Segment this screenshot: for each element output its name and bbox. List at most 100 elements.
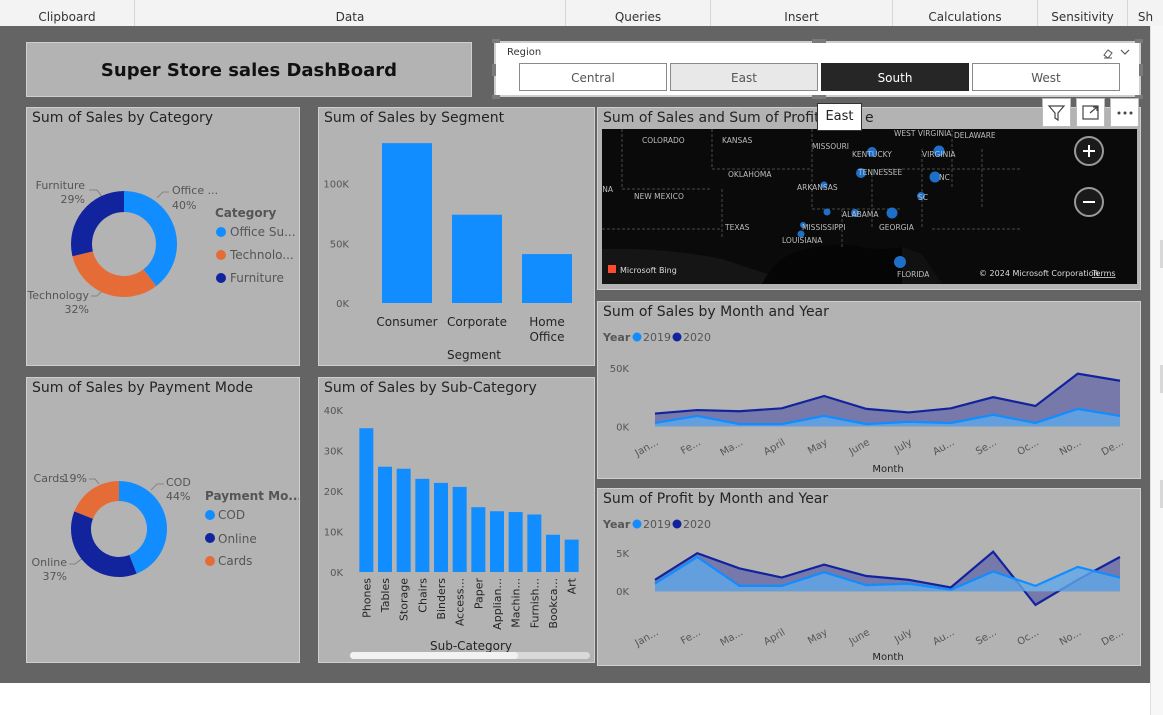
focus-mode-button[interactable] <box>1076 98 1105 127</box>
slicer-option-central[interactable]: Central <box>519 63 667 91</box>
map-terms-link[interactable]: Terms <box>1091 269 1116 278</box>
map-canvas[interactable]: Microsoft Bing © 2024 Microsoft Corporat… <box>602 129 1137 284</box>
map-bubble[interactable] <box>856 168 866 178</box>
legend-marker <box>205 533 215 543</box>
zoom-out-button[interactable] <box>1074 187 1104 217</box>
ribbon-group-calculations[interactable]: Calculations <box>893 0 1038 26</box>
bar[interactable] <box>522 254 572 303</box>
slice-pct-cod: 44% <box>166 490 190 503</box>
bar[interactable] <box>378 466 392 572</box>
ribbon-group-share[interactable]: Sh <box>1128 0 1163 26</box>
resize-handle[interactable] <box>812 39 826 43</box>
more-options-button[interactable] <box>1110 98 1139 127</box>
donut-slice[interactable] <box>119 481 168 574</box>
resize-handle[interactable] <box>1135 95 1143 99</box>
legend-title: Payment Mo... <box>205 489 299 503</box>
map-bubble[interactable] <box>823 208 831 216</box>
subcategory-chart-title: Sum of Sales by Sub-Category <box>324 380 537 396</box>
map-state-label: DELAWARE <box>954 131 996 140</box>
map-bubble[interactable] <box>929 171 941 183</box>
payment-donut-chart[interactable]: COD 44% Cards 19% Online 37% Payment Mo.… <box>27 378 299 662</box>
bar[interactable] <box>527 514 542 572</box>
bar[interactable] <box>490 511 504 572</box>
legend-entry: 2020 <box>683 331 711 344</box>
resize-handle[interactable] <box>492 95 500 99</box>
map-state-label: NC <box>939 173 950 182</box>
map-bubble[interactable] <box>933 145 945 157</box>
region-slicer[interactable]: Region Central East South West <box>494 41 1141 97</box>
legend-title: Year <box>602 518 631 531</box>
ribbon-group-data[interactable]: Data <box>135 0 566 26</box>
resize-handle[interactable] <box>492 39 500 43</box>
donut-slice[interactable] <box>70 511 137 577</box>
bar[interactable] <box>415 478 430 572</box>
map-bubble[interactable] <box>894 256 906 268</box>
y-tick-label: 100K <box>323 180 349 191</box>
bar[interactable] <box>452 486 467 572</box>
ribbon-group-insert[interactable]: Insert <box>711 0 893 26</box>
map-bubble[interactable] <box>917 192 925 200</box>
x-tick-label: De... <box>1100 437 1126 458</box>
map-bubble[interactable] <box>800 222 806 228</box>
sales-month-area-chart[interactable]: Year 2019 2020 Month 0K 50K Jan... Fe... Ma.… <box>598 302 1140 478</box>
resize-handle[interactable] <box>1135 39 1143 43</box>
bar[interactable] <box>396 468 411 572</box>
category-donut-chart[interactable]: Furniture 29% Office ... 40% Technology … <box>27 108 299 365</box>
ribbon-group-sensitivity[interactable]: Sensitivity <box>1038 0 1128 26</box>
map-visual[interactable]: Microsoft Bing © 2024 Microsoft Corporat… <box>602 129 1137 284</box>
bar[interactable] <box>359 428 374 572</box>
series-line[interactable] <box>654 550 1121 607</box>
bar[interactable] <box>382 143 432 303</box>
map-bubble[interactable] <box>797 230 805 238</box>
map-bubble[interactable] <box>851 209 859 217</box>
zoom-in-button[interactable] <box>1074 136 1104 166</box>
bar[interactable] <box>546 534 560 572</box>
horizontal-scrollbar[interactable] <box>350 652 590 659</box>
bar[interactable] <box>434 482 448 572</box>
pane-divider <box>1160 240 1163 268</box>
x-tick-label: Ma... <box>719 437 746 459</box>
series-line[interactable] <box>654 407 1121 426</box>
donut-slice[interactable] <box>74 481 119 519</box>
map-state-label: NEW MEXICO <box>634 192 684 201</box>
y-tick-label: 20K <box>324 487 344 498</box>
map-bubble[interactable] <box>820 181 828 189</box>
x-tick-label: Au... <box>931 627 956 648</box>
resize-handle[interactable] <box>812 95 826 99</box>
bar[interactable] <box>452 214 502 303</box>
series-area <box>655 408 1120 427</box>
map-state-label: COLORADO <box>642 136 685 145</box>
profit-month-area-chart[interactable]: Year 2019 2020 Month 0K 5K Jan... Fe... Ma..… <box>598 489 1140 665</box>
chevron-down-icon[interactable] <box>1120 47 1130 57</box>
eraser-icon[interactable] <box>1102 47 1114 59</box>
x-tick-label: June <box>847 437 872 458</box>
ribbon-label: Data <box>335 10 365 24</box>
slicer-option-east[interactable]: East <box>670 63 818 91</box>
x-tick-label: Bookca... <box>547 578 560 629</box>
y-tick-label: 30K <box>324 447 344 458</box>
x-tick-label: Ma... <box>719 627 746 649</box>
map-bubble[interactable] <box>886 207 898 219</box>
donut-slice[interactable] <box>72 251 157 297</box>
series-line[interactable] <box>654 372 1121 415</box>
bing-logo-icon <box>608 265 616 273</box>
ribbon-group-clipboard[interactable]: Clipboard <box>0 0 135 26</box>
slicer-option-south[interactable]: South <box>821 63 969 91</box>
map-bubble[interactable] <box>867 147 877 157</box>
resize-handle[interactable] <box>492 64 496 76</box>
map-bubbles[interactable] <box>797 145 945 269</box>
region-tooltip: East <box>817 103 862 131</box>
donut-slice[interactable] <box>124 191 177 287</box>
bar[interactable] <box>471 507 486 572</box>
donut-slice[interactable] <box>71 191 124 257</box>
bar[interactable] <box>508 512 523 572</box>
bar[interactable] <box>564 539 579 572</box>
filter-button[interactable] <box>1042 98 1071 127</box>
slicer-option-west[interactable]: West <box>972 63 1120 91</box>
scrollbar-thumb[interactable] <box>350 652 518 659</box>
series-line[interactable] <box>654 555 1121 591</box>
ribbon-group-queries[interactable]: Queries <box>566 0 711 26</box>
resize-handle[interactable] <box>1139 64 1143 76</box>
segment-bar-chart[interactable]: Segment 0K 50K 100K Consumer Corporate HomeOf… <box>319 108 594 365</box>
